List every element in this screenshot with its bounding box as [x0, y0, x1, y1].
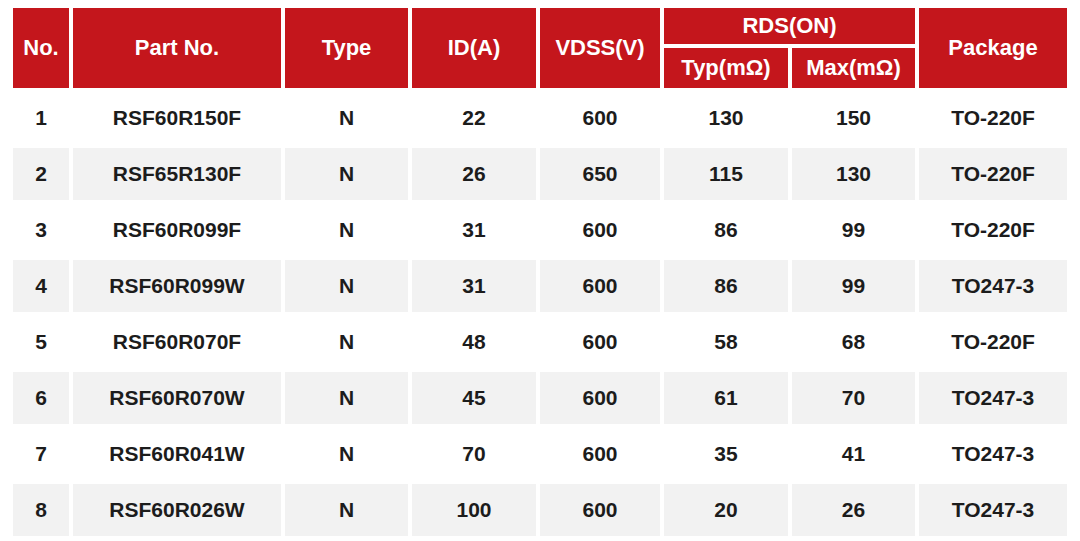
- cell-type: N: [285, 316, 408, 368]
- cell-no: 5: [13, 316, 69, 368]
- cell-id: 45: [412, 372, 536, 424]
- cell-package: TO-220F: [919, 92, 1067, 144]
- cell-rds-typ: 61: [664, 372, 788, 424]
- cell-part-no: RSF60R070W: [73, 372, 281, 424]
- cell-id: 22: [412, 92, 536, 144]
- cell-part-no: RSF60R070F: [73, 316, 281, 368]
- header-cell-type: Type: [285, 8, 408, 88]
- cell-vdss: 600: [540, 428, 660, 480]
- cell-package: TO-220F: [919, 204, 1067, 256]
- cell-type: N: [285, 484, 408, 536]
- header-cell-rds-on: RDS(ON): [664, 8, 915, 44]
- cell-rds-typ: 86: [664, 204, 788, 256]
- cell-rds-typ: 130: [664, 92, 788, 144]
- cell-no: 1: [13, 92, 69, 144]
- cell-id: 100: [412, 484, 536, 536]
- cell-package: TO247-3: [919, 260, 1067, 312]
- cell-id: 31: [412, 260, 536, 312]
- cell-part-no: RSF65R130F: [73, 148, 281, 200]
- cell-type: N: [285, 260, 408, 312]
- cell-type: N: [285, 428, 408, 480]
- table-header: No. Part No. Type ID(A) VDSS(V) RDS(ON) …: [13, 8, 1067, 88]
- header-cell-no: No.: [13, 8, 69, 88]
- cell-no: 4: [13, 260, 69, 312]
- cell-id: 48: [412, 316, 536, 368]
- cell-vdss: 600: [540, 484, 660, 536]
- cell-type: N: [285, 92, 408, 144]
- cell-type: N: [285, 148, 408, 200]
- cell-part-no: RSF60R099F: [73, 204, 281, 256]
- cell-vdss: 600: [540, 316, 660, 368]
- table-row: 8 RSF60R026W N 100 600 20 26 TO247-3: [13, 484, 1067, 536]
- cell-rds-typ: 86: [664, 260, 788, 312]
- cell-rds-max: 99: [792, 204, 915, 256]
- table-body: 1 RSF60R150F N 22 600 130 150 TO-220F 2 …: [13, 92, 1067, 536]
- cell-rds-max: 70: [792, 372, 915, 424]
- table-row: 7 RSF60R041W N 70 600 35 41 TO247-3: [13, 428, 1067, 480]
- cell-type: N: [285, 372, 408, 424]
- cell-rds-typ: 20: [664, 484, 788, 536]
- cell-part-no: RSF60R026W: [73, 484, 281, 536]
- cell-rds-typ: 115: [664, 148, 788, 200]
- header-cell-vdss: VDSS(V): [540, 8, 660, 88]
- cell-part-no: RSF60R150F: [73, 92, 281, 144]
- cell-rds-typ: 35: [664, 428, 788, 480]
- table-row: 6 RSF60R070W N 45 600 61 70 TO247-3: [13, 372, 1067, 424]
- page: No. Part No. Type ID(A) VDSS(V) RDS(ON) …: [0, 0, 1080, 541]
- header-row-top: No. Part No. Type ID(A) VDSS(V) RDS(ON) …: [13, 8, 1067, 44]
- cell-vdss: 600: [540, 372, 660, 424]
- table-row: 3 RSF60R099F N 31 600 86 99 TO-220F: [13, 204, 1067, 256]
- header-cell-id: ID(A): [412, 8, 536, 88]
- cell-rds-max: 99: [792, 260, 915, 312]
- cell-id: 26: [412, 148, 536, 200]
- cell-part-no: RSF60R041W: [73, 428, 281, 480]
- cell-vdss: 650: [540, 148, 660, 200]
- cell-package: TO-220F: [919, 148, 1067, 200]
- table-row: 1 RSF60R150F N 22 600 130 150 TO-220F: [13, 92, 1067, 144]
- cell-part-no: RSF60R099W: [73, 260, 281, 312]
- header-cell-package: Package: [919, 8, 1067, 88]
- cell-rds-max: 130: [792, 148, 915, 200]
- cell-rds-typ: 58: [664, 316, 788, 368]
- cell-rds-max: 41: [792, 428, 915, 480]
- cell-rds-max: 150: [792, 92, 915, 144]
- cell-vdss: 600: [540, 260, 660, 312]
- cell-package: TO247-3: [919, 428, 1067, 480]
- cell-id: 31: [412, 204, 536, 256]
- mosfet-spec-table: No. Part No. Type ID(A) VDSS(V) RDS(ON) …: [9, 4, 1071, 540]
- cell-type: N: [285, 204, 408, 256]
- cell-vdss: 600: [540, 204, 660, 256]
- table-row: 2 RSF65R130F N 26 650 115 130 TO-220F: [13, 148, 1067, 200]
- table-row: 4 RSF60R099W N 31 600 86 99 TO247-3: [13, 260, 1067, 312]
- cell-package: TO247-3: [919, 484, 1067, 536]
- header-cell-part-no: Part No.: [73, 8, 281, 88]
- header-cell-max: Max(mΩ): [792, 48, 915, 88]
- cell-id: 70: [412, 428, 536, 480]
- cell-no: 2: [13, 148, 69, 200]
- cell-package: TO-220F: [919, 316, 1067, 368]
- table-row: 5 RSF60R070F N 48 600 58 68 TO-220F: [13, 316, 1067, 368]
- cell-no: 7: [13, 428, 69, 480]
- cell-vdss: 600: [540, 92, 660, 144]
- cell-rds-max: 26: [792, 484, 915, 536]
- cell-no: 8: [13, 484, 69, 536]
- header-cell-typ: Typ(mΩ): [664, 48, 788, 88]
- cell-no: 6: [13, 372, 69, 424]
- cell-no: 3: [13, 204, 69, 256]
- cell-package: TO247-3: [919, 372, 1067, 424]
- cell-rds-max: 68: [792, 316, 915, 368]
